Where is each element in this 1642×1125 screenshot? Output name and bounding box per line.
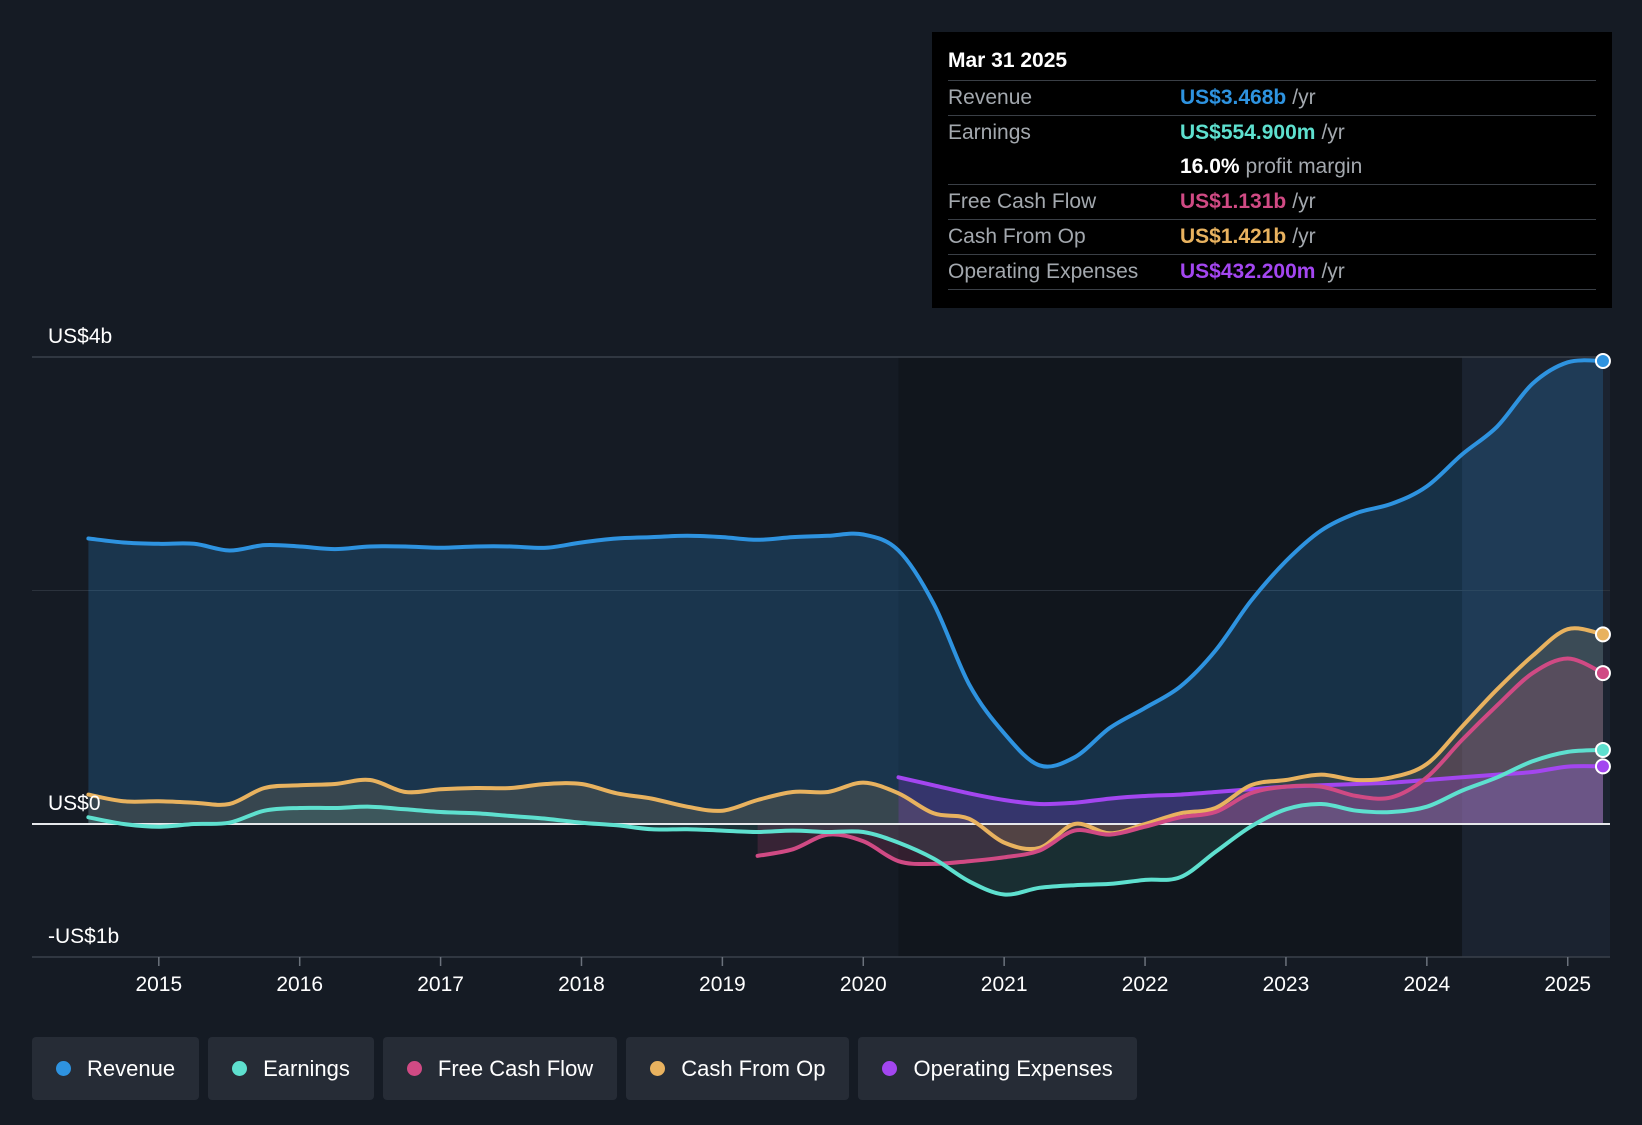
x-tick-label: 2019 xyxy=(699,973,746,996)
tooltip-panel: Mar 31 2025 Revenue US$3.468b /yr Earnin… xyxy=(932,32,1612,308)
x-tick-label: 2024 xyxy=(1403,973,1450,996)
x-tick-label: 2021 xyxy=(981,973,1028,996)
x-tick-label: 2016 xyxy=(276,973,323,996)
area-revenue xyxy=(88,360,1603,824)
x-tick-label: 2015 xyxy=(135,973,182,996)
tooltip-unit: /yr xyxy=(1292,86,1316,109)
x-tick-label: 2020 xyxy=(840,973,887,996)
legend-dot-icon xyxy=(56,1061,71,1076)
tooltip-value: US$432.200m xyxy=(1180,260,1316,283)
legend-label: Operating Expenses xyxy=(913,1055,1113,1081)
area-earnings xyxy=(88,749,1603,895)
area-cash-from-op xyxy=(88,628,1603,850)
end-point-cash-from-op xyxy=(1594,626,1611,643)
x-tick-label: 2023 xyxy=(1263,973,1310,996)
line-operating-expenses xyxy=(896,764,1605,807)
tooltip-unit: profit margin xyxy=(1245,155,1363,178)
legend-label: Earnings xyxy=(263,1055,350,1081)
line-free-cash-flow xyxy=(755,656,1605,867)
end-point-free-cash-flow xyxy=(1594,665,1611,682)
legend-item-free-cash-flow[interactable]: Free Cash Flow xyxy=(382,1037,618,1100)
end-point-revenue xyxy=(1594,353,1611,370)
end-point-operating-expenses xyxy=(1594,758,1611,775)
tooltip-date: Mar 31 2025 xyxy=(948,49,1068,72)
legend: Revenue Earnings Free Cash Flow Cash Fro… xyxy=(32,1037,1137,1100)
y-axis-label: US$4b xyxy=(48,325,112,348)
tooltip-row-cfo: Cash From Op US$1.421b /yr xyxy=(948,219,1596,254)
x-tick-label: 2025 xyxy=(1544,973,1591,996)
tooltip-label: Free Cash Flow xyxy=(948,190,1097,213)
y-axis-label: US$0 xyxy=(48,792,101,815)
legend-dot-icon xyxy=(650,1061,666,1076)
tooltip-label: Cash From Op xyxy=(948,225,1086,248)
legend-dot-icon xyxy=(406,1061,422,1076)
tooltip-unit: /yr xyxy=(1321,260,1345,283)
legend-dot-icon xyxy=(882,1061,898,1076)
legend-label: Revenue xyxy=(87,1055,176,1081)
legend-item-cash-from-op[interactable]: Cash From Op xyxy=(626,1037,850,1100)
x-tick-label: 2018 xyxy=(558,973,605,996)
end-point-earnings xyxy=(1594,741,1611,758)
x-tick-label: 2022 xyxy=(1122,973,1169,996)
tooltip-row-revenue: Revenue US$3.468b /yr xyxy=(948,80,1596,115)
tooltip-value: US$1.421b xyxy=(1180,225,1287,248)
tooltip-value: US$554.900m xyxy=(1180,121,1316,144)
legend-label: Free Cash Flow xyxy=(437,1055,594,1081)
y-axis-label: -US$1b xyxy=(48,925,119,948)
tooltip-unit: /yr xyxy=(1321,121,1345,144)
tooltip-value: US$3.468b xyxy=(1180,86,1287,109)
legend-label: Cash From Op xyxy=(681,1055,826,1081)
recent-period-band xyxy=(1462,357,1610,957)
legend-item-earnings[interactable]: Earnings xyxy=(208,1037,374,1100)
tooltip-label: Operating Expenses xyxy=(948,260,1139,283)
legend-item-revenue[interactable]: Revenue xyxy=(32,1037,200,1100)
tooltip-row-fcf: Free Cash Flow US$1.131b /yr xyxy=(948,184,1596,219)
tooltip-divider xyxy=(948,289,1596,290)
x-tick-label: 2017 xyxy=(417,973,464,996)
tooltip-label: Earnings xyxy=(948,121,1031,144)
tooltip-value: 16.0% xyxy=(1180,155,1240,178)
tooltip-row-margin: 16.0% profit margin xyxy=(948,150,1596,184)
line-revenue xyxy=(86,358,1605,769)
line-earnings xyxy=(86,747,1605,897)
tooltip-row-earnings: Earnings US$554.900m /yr xyxy=(948,115,1596,150)
tooltip-unit: /yr xyxy=(1292,225,1316,248)
legend-dot-icon xyxy=(232,1061,248,1076)
tooltip-unit: /yr xyxy=(1292,190,1316,213)
legend-item-operating-expenses[interactable]: Operating Expenses xyxy=(858,1037,1137,1100)
tooltip-value: US$1.131b xyxy=(1180,190,1287,213)
line-cash-from-op xyxy=(86,626,1605,852)
tooltip-label: Revenue xyxy=(948,86,1033,109)
tooltip-row-opex: Operating Expenses US$432.200m /yr xyxy=(948,254,1596,289)
